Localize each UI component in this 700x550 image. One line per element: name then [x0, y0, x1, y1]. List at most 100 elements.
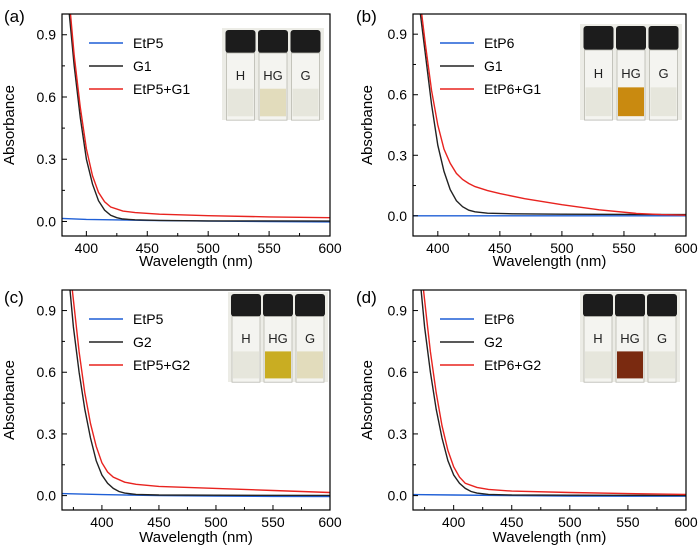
- y-tick-label: 0.0: [37, 488, 57, 504]
- x-tick-label: 550: [616, 514, 640, 530]
- panel-letter: (d): [356, 288, 377, 307]
- vial-label: H: [594, 66, 603, 81]
- series-line-g2: [69, 290, 330, 497]
- vial-solution: [265, 351, 291, 379]
- y-tick-label: 0.0: [388, 488, 408, 504]
- x-tick-label: 450: [147, 514, 171, 530]
- x-tick-label: 500: [550, 240, 574, 256]
- x-tick-label: 550: [612, 240, 636, 256]
- y-axis-title: Absorbance: [359, 360, 376, 440]
- x-tick-label: 500: [558, 514, 582, 530]
- vial-solution: [617, 351, 643, 379]
- y-tick-label: 0.0: [37, 213, 57, 229]
- vial-photo: H HG G: [222, 28, 324, 121]
- x-tick-label: 550: [257, 240, 281, 256]
- panel-d: 400 450 500 550 600 0.0 0.3 0.6 0.9 Wavelength (n…: [356, 288, 698, 546]
- x-tick-label: 550: [261, 514, 285, 530]
- vial-solution: [650, 87, 677, 117]
- vial-label: HG: [263, 68, 283, 83]
- vial-cap: [647, 294, 677, 317]
- vial-cap: [258, 30, 288, 53]
- legend-entry: G2: [133, 334, 152, 350]
- panel-c: 400 450 500 550 600 0.0 0.3 0.6 0.9 Wavelength (n…: [1, 288, 342, 546]
- vial-cap: [616, 26, 646, 50]
- vial-cap: [231, 294, 261, 317]
- x-axis-title: Wavelength (nm): [493, 253, 607, 270]
- panel-letter: (a): [4, 7, 25, 26]
- vial-label: HG: [620, 331, 640, 346]
- series-line-g2: [420, 290, 686, 497]
- vial-cap: [583, 294, 613, 317]
- vial-solution: [297, 351, 323, 379]
- x-tick-label: 500: [197, 240, 221, 256]
- y-tick-label: 0.0: [388, 208, 408, 224]
- vial-cap: [263, 294, 293, 317]
- x-tick-label: 400: [90, 514, 114, 530]
- legend-entry: EtP5: [133, 311, 164, 327]
- vial-solution: [227, 88, 254, 117]
- x-axis-title: Wavelength (nm): [139, 253, 253, 270]
- legend: EtP5 G1 EtP5+G1: [89, 35, 190, 97]
- vial-label: G: [300, 68, 310, 83]
- legend-entry: EtP5+G2: [133, 357, 190, 373]
- vial-label: G: [305, 331, 315, 346]
- y-tick-label: 0.6: [37, 89, 57, 105]
- vial-solution: [649, 351, 675, 379]
- legend-entry: EtP6: [484, 311, 515, 327]
- vial-label: H: [236, 68, 245, 83]
- legend: EtP6 G2 EtP6+G2: [440, 311, 541, 373]
- x-tick-label: 600: [318, 514, 342, 530]
- legend: EtP6 G1 EtP6+G1: [440, 35, 541, 97]
- y-tick-label: 0.6: [37, 364, 57, 380]
- panel-a: 400 450 500 550 600 0.0 0.3 0.6 0.9 Wavelength (n…: [1, 7, 342, 270]
- panel-b: 400 450 500 550 600 0.0 0.3 0.6 0.9 Wavelength (n…: [356, 7, 698, 270]
- y-tick-label: 0.9: [388, 303, 408, 319]
- legend: EtP5 G2 EtP5+G2: [89, 311, 190, 373]
- y-axis-title: Absorbance: [1, 360, 18, 440]
- x-tick-label: 450: [136, 240, 160, 256]
- vial-label: HG: [268, 331, 288, 346]
- y-tick-label: 0.3: [388, 147, 408, 163]
- x-tick-label: 500: [204, 514, 228, 530]
- legend-entry: EtP5: [133, 35, 164, 51]
- y-tick-label: 0.9: [37, 27, 57, 43]
- y-tick-label: 0.3: [37, 151, 57, 167]
- series-line-g1: [419, 14, 686, 216]
- vial-photo: H HG G: [228, 292, 328, 383]
- vial-cap: [295, 294, 325, 317]
- vial-label: H: [593, 331, 602, 346]
- y-axis-title: Absorbance: [1, 85, 18, 165]
- vial-solution: [292, 88, 319, 117]
- vial-label: HG: [621, 66, 641, 81]
- y-tick-label: 0.3: [37, 426, 57, 442]
- y-tick-label: 0.3: [388, 426, 408, 442]
- legend-entry: EtP6+G1: [484, 81, 541, 97]
- vial-label: H: [241, 331, 250, 346]
- legend-entry: EtP6: [484, 35, 515, 51]
- vial-solution: [585, 87, 612, 117]
- series-line-etp6-g2: [422, 290, 686, 496]
- vial-solution: [233, 351, 259, 379]
- vial-label: G: [657, 331, 667, 346]
- panel-letter: (c): [4, 288, 24, 307]
- vial-solution: [260, 88, 286, 117]
- y-tick-label: 0.6: [388, 364, 408, 380]
- vial-cap: [290, 30, 321, 53]
- series-line-etp6-g1: [421, 14, 686, 216]
- x-axis-title: Wavelength (nm): [139, 529, 253, 546]
- x-tick-label: 400: [442, 514, 466, 530]
- vial-solution: [585, 351, 611, 379]
- x-tick-label: 450: [488, 240, 512, 256]
- y-tick-label: 0.9: [388, 26, 408, 42]
- panel-letter: (b): [356, 7, 377, 26]
- series-line-etp5-g2: [71, 290, 330, 494]
- vial-photo: H HG G: [580, 292, 680, 383]
- x-tick-label: 600: [674, 240, 698, 256]
- x-tick-label: 450: [500, 514, 524, 530]
- x-tick-label: 400: [426, 240, 450, 256]
- legend-entry: EtP5+G1: [133, 81, 190, 97]
- vial-cap: [583, 26, 614, 50]
- vial-cap: [225, 30, 256, 53]
- x-tick-label: 600: [674, 514, 698, 530]
